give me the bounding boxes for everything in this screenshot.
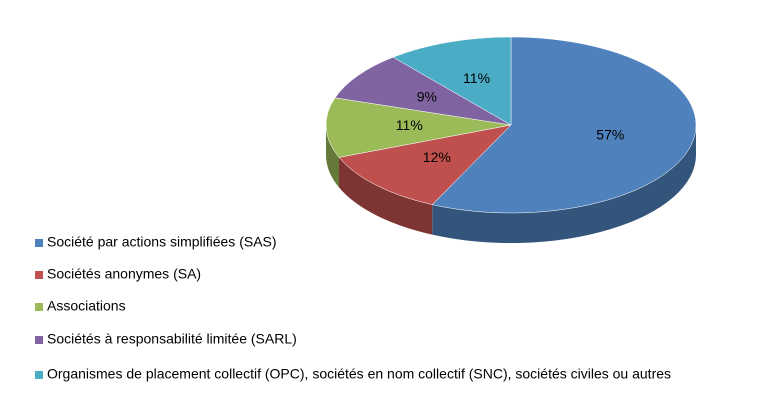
slice-side [338,157,433,235]
data-label: 57% [596,126,624,142]
slice [392,36,512,126]
legend-swatch [35,271,43,279]
legend-label: Sociétés à responsabilité limitée (SARL) [47,331,297,347]
slice [325,97,512,158]
legend-label: Société par actions simplifiées (SAS) [47,234,277,250]
legend-label: Associations [47,298,126,314]
slice [334,56,512,126]
data-label: 11% [463,70,490,86]
slice [431,36,697,214]
legend-swatch [35,303,43,311]
legend-swatch [35,336,43,344]
legend-label: Organismes de placement collectif (OPC),… [47,366,671,382]
legend-swatch [35,371,43,379]
data-label: 9% [417,88,437,104]
slice [338,124,512,205]
legend-swatch [35,239,43,247]
slice-side [326,125,339,188]
data-label: 12% [423,149,451,165]
legend-label: Sociétés anonymes (SA) [47,266,201,282]
data-label: 11% [396,117,423,133]
slice-side [432,125,696,243]
